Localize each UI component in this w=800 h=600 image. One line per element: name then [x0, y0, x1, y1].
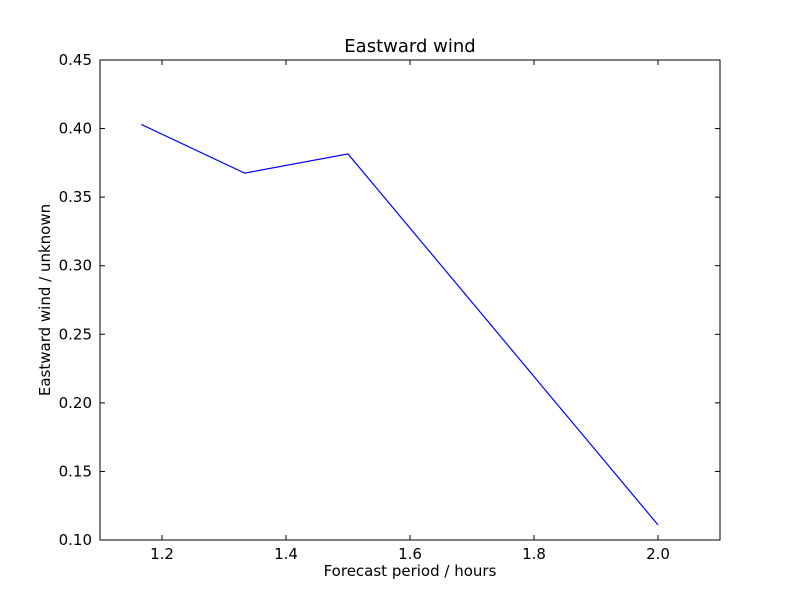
x-tick-label: 2.0 — [646, 545, 670, 563]
plot-lines — [141, 123, 659, 526]
x-tick-label: 1.8 — [522, 545, 546, 563]
y-tick-label: 0.30 — [59, 257, 92, 275]
x-tick-label: 1.6 — [398, 545, 422, 563]
chart-title: Eastward wind — [344, 36, 475, 57]
x-axis-label: Forecast period / hours — [324, 562, 497, 580]
plot-area-frame — [99, 59, 721, 541]
y-tick-label: 0.20 — [59, 394, 92, 412]
y-axis-ticks: 0.10 0.15 0.20 0.25 0.30 0.35 0.40 0.45 — [59, 51, 720, 549]
y-axis-label: Eastward wind / unknown — [36, 204, 54, 396]
y-tick-label: 0.45 — [59, 51, 92, 69]
x-tick-label: 1.4 — [274, 545, 298, 563]
x-tick-label: 1.2 — [150, 545, 174, 563]
y-tick-label: 0.10 — [59, 531, 92, 549]
x-axis-ticks: 1.2 1.4 1.6 1.8 2.0 — [150, 60, 670, 563]
y-tick-label: 0.35 — [59, 188, 92, 206]
y-tick-label: 0.15 — [59, 462, 92, 480]
y-tick-label: 0.25 — [59, 325, 92, 343]
y-tick-label: 0.40 — [59, 120, 92, 138]
series-line-0 — [141, 123, 659, 526]
